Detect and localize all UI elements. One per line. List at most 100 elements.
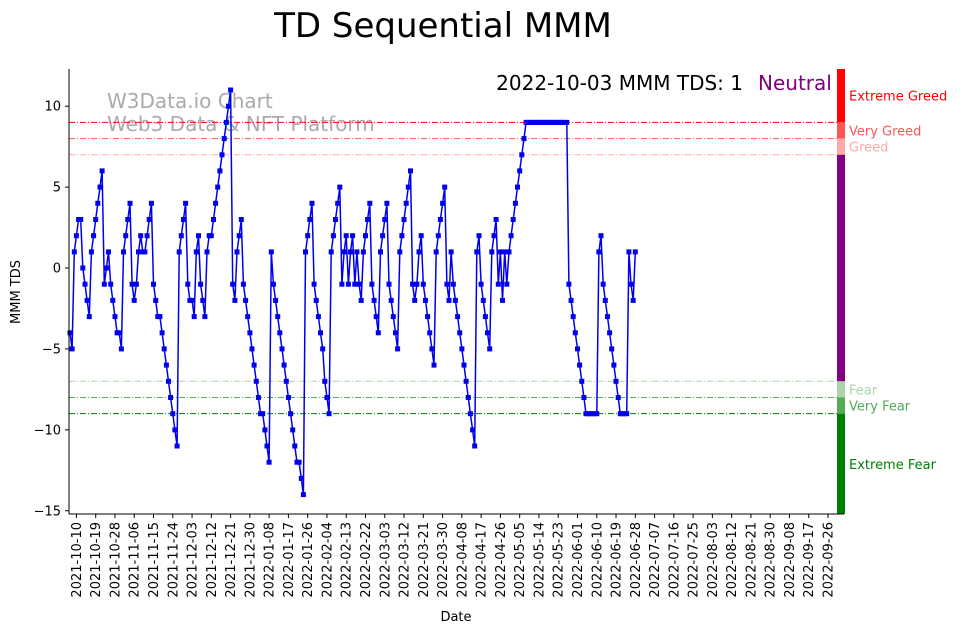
data-point	[273, 297, 279, 303]
data-point	[399, 233, 405, 239]
y-tick-label: 10	[44, 100, 61, 115]
x-tick-label: 2022-05-14	[532, 522, 547, 598]
data-point	[448, 249, 454, 255]
data-point	[373, 314, 379, 320]
data-point	[369, 281, 375, 287]
data-point	[292, 443, 298, 449]
data-point	[99, 168, 105, 174]
data-point	[189, 297, 195, 303]
data-point	[429, 346, 435, 352]
data-point	[476, 233, 482, 239]
data-point	[95, 200, 101, 206]
data-point	[71, 249, 77, 255]
data-point	[142, 249, 148, 255]
data-point	[191, 314, 197, 320]
data-point	[510, 217, 516, 222]
data-point	[247, 330, 253, 336]
data-point	[101, 281, 107, 287]
data-point	[412, 297, 418, 303]
data-point	[196, 233, 201, 239]
y-tick-label: 0	[53, 262, 61, 277]
data-point	[609, 346, 615, 352]
data-point	[465, 395, 471, 400]
data-point	[110, 297, 116, 303]
x-tick-label: 2022-06-28	[629, 522, 644, 598]
x-tick-label: 2022-01-08	[263, 522, 278, 598]
data-point	[442, 184, 448, 190]
data-point	[388, 297, 394, 303]
data-point	[472, 443, 478, 449]
x-tick-label: 2021-10-19	[89, 522, 104, 598]
x-tick-label: 2022-07-25	[687, 522, 702, 598]
data-point	[602, 297, 608, 303]
data-point	[103, 265, 109, 271]
data-point	[303, 249, 308, 255]
data-point	[108, 281, 114, 287]
data-point	[624, 411, 630, 417]
data-point	[508, 233, 514, 239]
data-point	[504, 281, 510, 287]
data-point	[243, 297, 249, 303]
data-point	[277, 330, 283, 336]
data-point	[86, 314, 92, 320]
zone-label: Very Fear	[849, 400, 911, 415]
data-point	[328, 249, 334, 255]
data-point	[386, 281, 392, 287]
zone-label: Greed	[849, 141, 888, 156]
data-point	[395, 346, 401, 352]
data-point	[403, 200, 409, 206]
data-point	[213, 200, 219, 206]
data-point	[318, 330, 323, 336]
data-point	[204, 249, 210, 255]
data-point	[420, 281, 426, 287]
data-point	[408, 168, 413, 174]
data-point	[249, 346, 255, 352]
data-point	[270, 281, 276, 287]
watermark-line-1: W3Data.io Chart	[107, 89, 273, 113]
threshold-lines	[69, 121, 837, 415]
x-axis-label: Date	[440, 610, 471, 625]
data-point	[219, 152, 225, 158]
zone-label: Fear	[849, 383, 878, 398]
data-point	[570, 314, 576, 320]
data-point	[307, 217, 313, 222]
data-point	[401, 217, 407, 222]
data-point	[630, 297, 636, 303]
data-point	[245, 314, 251, 320]
x-tick-label: 2021-10-10	[70, 522, 85, 598]
data-point	[384, 200, 390, 206]
data-point	[433, 249, 439, 255]
x-tick-label: 2022-03-03	[378, 522, 393, 598]
data-point	[283, 378, 289, 384]
data-point	[418, 233, 424, 239]
data-point	[519, 152, 525, 158]
data-point	[118, 346, 124, 352]
data-point	[127, 200, 133, 206]
data-point	[266, 459, 272, 465]
data-point	[611, 362, 617, 368]
data-point	[431, 362, 437, 368]
data-point	[480, 297, 486, 303]
data-point	[223, 119, 229, 125]
data-point	[215, 184, 221, 190]
zone-segment	[837, 154, 845, 382]
series-line	[69, 89, 637, 495]
x-tick-label: 2022-09-26	[822, 522, 837, 598]
data-point	[581, 395, 587, 400]
data-point	[183, 200, 189, 206]
y-tick-label: −15	[34, 504, 61, 519]
data-point	[322, 378, 328, 384]
axes	[68, 69, 844, 515]
data-point	[123, 233, 129, 239]
data-point	[410, 281, 416, 287]
data-point	[163, 362, 169, 368]
x-tick-label: 2021-12-03	[186, 522, 201, 598]
x-tick-label: 2021-12-12	[205, 522, 220, 598]
x-tick-label: 2022-09-17	[802, 522, 817, 598]
latest-tds-annotation: 2022-10-03 MMM TDS: 1	[496, 71, 743, 95]
data-point	[615, 395, 621, 400]
data-point	[425, 314, 431, 320]
data-point	[264, 443, 270, 449]
data-point	[234, 249, 240, 255]
